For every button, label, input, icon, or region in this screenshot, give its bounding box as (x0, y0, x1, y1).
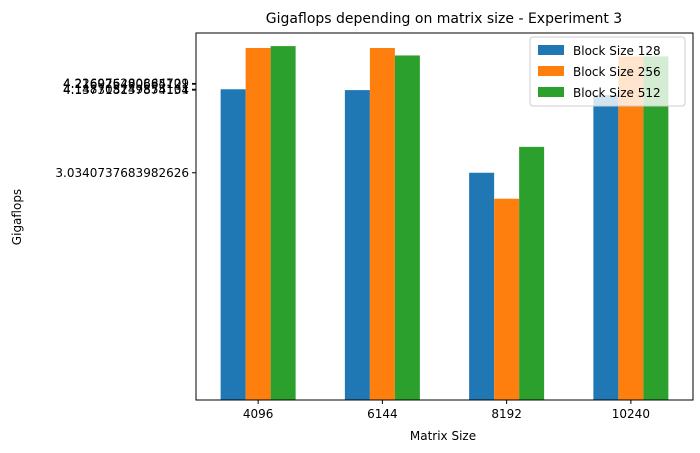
legend-swatch (538, 66, 564, 76)
x-axis-label: Matrix Size (410, 429, 476, 443)
y-axis-label: Gigaflops (10, 189, 24, 245)
bar-10240-series-2 (618, 56, 644, 401)
bar-6144-series-1 (344, 90, 370, 400)
bar-8192-series-1 (469, 172, 495, 400)
bar-4096-series-1 (220, 89, 246, 400)
legend-swatch (538, 45, 564, 55)
axes-layer: 4096 6144 8192 10240 4.2269762808647094.2160… (55, 32, 694, 421)
bar-8192-series-3 (519, 146, 545, 400)
x-tick-label: 8192 (491, 407, 522, 421)
plot-frame (195, 32, 694, 401)
legend-label: Block Size 256 (573, 65, 661, 79)
bar-10240-series-1 (593, 95, 619, 400)
y-tick-label: 4.226976280864709 (63, 76, 189, 90)
legend-label: Block Size 512 (573, 86, 661, 100)
x-tick-label: 10240 (612, 407, 650, 421)
bar-6144-series-3 (394, 55, 420, 400)
legend-swatch (538, 87, 564, 97)
bar-4096-series-3 (270, 46, 296, 400)
bar-6144-series-2 (369, 47, 395, 401)
legend: Block Size 128 Block Size 256 Block Size 5… (529, 36, 686, 107)
y-tick-label: 3.0340737683982626 (55, 166, 189, 180)
y-tick-label: 4.137318137874134 (63, 83, 189, 97)
bar-8192-series-2 (494, 198, 520, 400)
bars-layer (220, 46, 669, 401)
bar-10240-series-3 (643, 56, 669, 401)
y-tick-label: 4.216025490685121 (63, 77, 189, 91)
legend-label: Block Size 128 (573, 44, 661, 58)
x-tick-label: 6144 (367, 407, 398, 421)
chart-title: Gigaflops depending on matrix size - Exp… (266, 11, 622, 27)
x-tick-label: 4096 (243, 407, 274, 421)
legend-box (529, 36, 686, 107)
bar-4096-series-2 (245, 47, 271, 401)
y-tick-label: 4.148705249855101 (63, 82, 189, 96)
